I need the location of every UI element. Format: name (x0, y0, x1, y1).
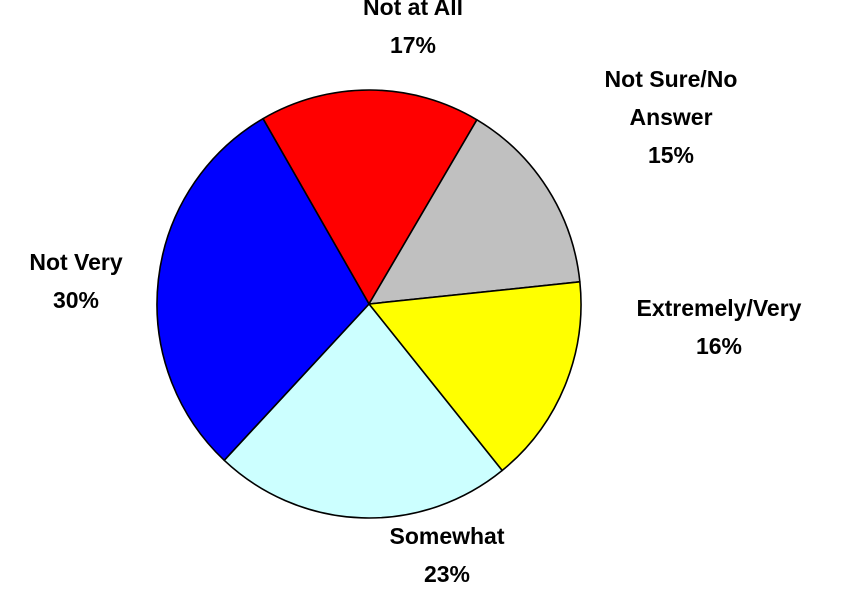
pie-slice-not-sure-no-answer (368, 118, 581, 305)
slice-label-not-at-all: Not at All 17% (363, 0, 463, 58)
slice-label-not-sure-no-answer: Not Sure/No Answer 15% (605, 66, 738, 168)
slice-name-label: Not at All (363, 0, 463, 20)
slice-name-label: Extremely/Very (637, 295, 802, 321)
pie-slice-not-very (156, 117, 370, 462)
slice-labels: Not at All 17% Not Sure/No Answer 15% Extreme… (29, 0, 801, 587)
slice-value-label: 30% (53, 287, 99, 313)
pie-slices (156, 89, 582, 519)
slice-value-label: 23% (424, 561, 470, 587)
pie-slice-not-at-all (262, 89, 478, 305)
slice-name-label: Not Very (29, 249, 123, 275)
slice-value-label: 16% (696, 333, 742, 359)
slice-label-not-very: Not Very 30% (29, 249, 123, 313)
slice-value-label: 15% (648, 142, 694, 168)
slice-name-label: Not Sure/No (605, 66, 738, 92)
pie-slice-somewhat (223, 303, 503, 519)
pie-slice-extremely-very (368, 281, 582, 472)
slice-value-label: 17% (390, 32, 436, 58)
slice-label-somewhat: Somewhat 23% (389, 523, 504, 587)
slice-name-label: Somewhat (389, 523, 504, 549)
slice-name-label: Answer (629, 104, 712, 130)
slice-label-extremely-very: Extremely/Very 16% (637, 295, 802, 359)
